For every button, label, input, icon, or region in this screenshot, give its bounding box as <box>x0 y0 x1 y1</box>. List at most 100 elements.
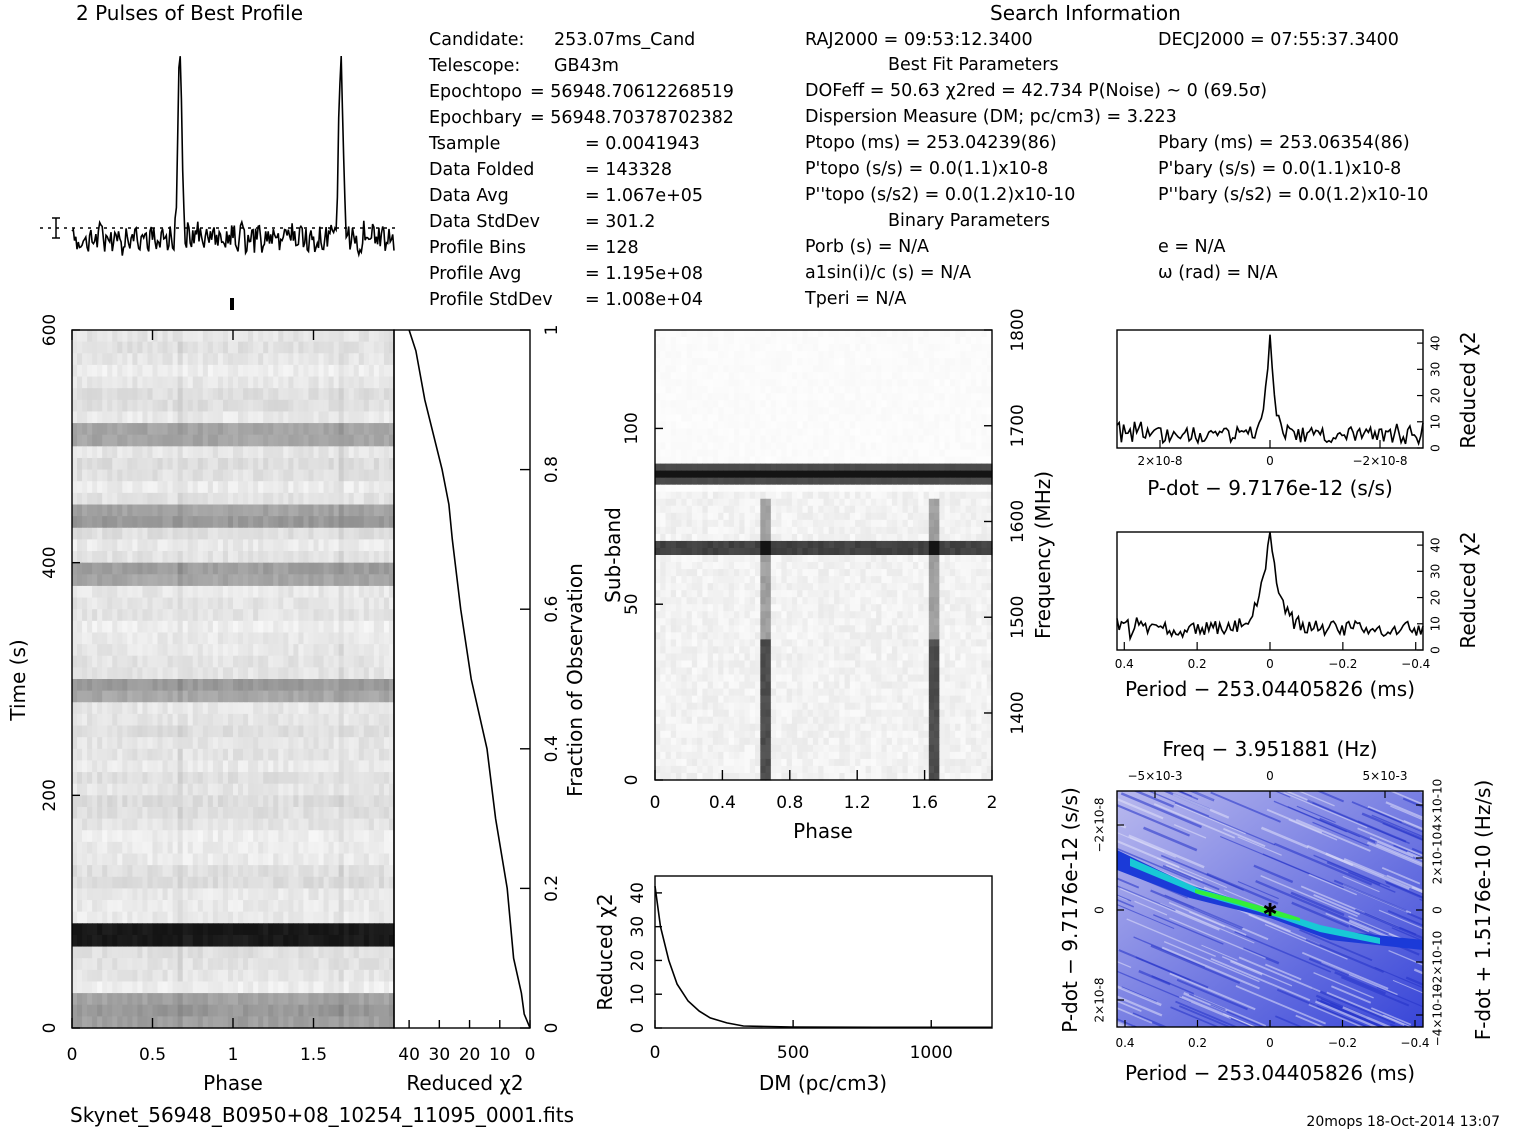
best-point-marker: ✱ <box>1262 900 1277 921</box>
period-axis-label-1: Period − 253.04405826 (ms) <box>1125 677 1415 701</box>
ppdot-top-tick-label: 0 <box>1266 769 1274 783</box>
small-chi2-tick-label: 30 <box>1429 362 1443 377</box>
info-label: Profile Avg <box>429 264 521 284</box>
profile-plot <box>40 55 395 310</box>
phase-tick-label: 0.5 <box>139 1045 166 1065</box>
phase-tick-label: 0.4 <box>709 793 736 813</box>
pdot-tick-label: 0 <box>1266 454 1274 468</box>
phase-tick-label: 2 <box>987 793 998 813</box>
frequency-tick-label: 1500 <box>1008 596 1028 639</box>
time-axis-label: Time (s) <box>6 639 30 721</box>
eccentricity: e = N/A <box>1158 237 1226 257</box>
ppdot-top-tick-label: −5×10-3 <box>1128 769 1183 783</box>
reduced-chi2-label-4: Reduced χ2 <box>1456 531 1480 648</box>
chi2-tick-label: 20 <box>459 1045 481 1065</box>
ppdot-x-tick-label: −0.4 <box>1400 1036 1429 1050</box>
small-chi2-tick-label: 10 <box>1429 616 1443 631</box>
fraction-tick-label: 1 <box>542 325 562 336</box>
dm-tick-label: 500 <box>777 1043 809 1063</box>
info-value: GB43m <box>554 56 619 76</box>
fraction-tick-label: 0 <box>542 1023 562 1034</box>
dm-line: Dispersion Measure (DM; pc/cm3) = 3.223 <box>805 107 1177 127</box>
fraction-axis-label: Fraction of Observation <box>563 563 587 797</box>
ppdot-heatmap <box>1117 791 1423 1027</box>
time-tick-label: 0 <box>40 1023 60 1034</box>
dm-chi2-tick-label: 30 <box>628 916 648 938</box>
dm-chi2-tick-label: 0 <box>628 1023 648 1034</box>
dm-chi2-tick-label: 10 <box>628 983 648 1005</box>
time-tick-label: 600 <box>40 314 60 346</box>
small-chi2-tick-label: 20 <box>1429 590 1443 605</box>
pdot-axis-label-2: P-dot − 9.7176e-12 (s/s) <box>1058 787 1082 1033</box>
dof-line: DOFeff = 50.63 χ2red = 42.734 P(Noise) ~… <box>805 81 1267 101</box>
p-bary: Pbary (ms) = 253.06354(86) <box>1158 133 1410 153</box>
phase-tick-label: 0 <box>67 1045 78 1065</box>
info-label: Candidate: <box>429 30 524 50</box>
ppdot-right-tick-label: 0 <box>1431 906 1445 914</box>
info-label: Epochtopo <box>429 82 522 102</box>
profile-curve <box>71 55 395 258</box>
phase-tick-label: 1.6 <box>911 793 938 813</box>
subband-axis-label: Sub-band <box>601 507 625 603</box>
ppdot-y-tick-label: −2×10-8 <box>1093 798 1107 853</box>
info-label: Profile Bins <box>429 238 526 258</box>
search-info-title: Search Information <box>990 1 1181 25</box>
ppdot-right-tick-label: 2×10-10 <box>1431 832 1445 885</box>
fraction-tick-label: 0.4 <box>542 735 562 762</box>
profile-title: 2 Pulses of Best Profile <box>76 1 303 25</box>
ppdot-x-tick-label: 0 <box>1266 1036 1274 1050</box>
info-value: = 301.2 <box>585 212 655 232</box>
small-chi2-tick-label: 0 <box>1429 646 1443 654</box>
period-plot: 0 10 20 30 40 0.4 0.2 0 −0.2 −0.4 <box>1115 531 1443 671</box>
period-curve <box>1116 531 1424 642</box>
porb: Porb (s) = N/A <box>805 237 929 257</box>
info-value: = 0.0041943 <box>585 134 700 154</box>
ppdot-right-tick-label: 4×10-10 <box>1431 779 1445 832</box>
info-value: = 56948.70378702382 <box>530 108 734 128</box>
info-label: Data StdDev <box>429 212 540 232</box>
phase-tick-label: 0 <box>650 793 661 813</box>
period-tick-label: 0.2 <box>1188 657 1207 671</box>
tperi: Tperi = N/A <box>804 289 906 309</box>
info-label: Tsample <box>428 134 500 154</box>
profile-errorbar <box>52 217 60 239</box>
info-value: = 1.067e+05 <box>585 186 703 206</box>
period-tick-label: −0.2 <box>1328 657 1357 671</box>
info-left-table: Candidate: 253.07ms_Cand Telescope: GB43m Ep… <box>428 30 734 310</box>
dm-axis-label: DM (pc/cm3) <box>759 1071 887 1095</box>
binary-title: Binary Parameters <box>888 211 1050 231</box>
fdot-axis-label: F-dot + 1.5176e-10 (Hz/s) <box>1471 780 1495 1041</box>
filename: Skynet_56948_B0950+08_10254_11095_0001.f… <box>70 1103 574 1127</box>
small-chi2-tick-label: 10 <box>1429 414 1443 429</box>
ppdot-top-tick-label: 5×10-3 <box>1363 769 1408 783</box>
ra-text: RAJ2000 = 09:53:12.3400 <box>805 30 1033 50</box>
fraction-tick-label: 0.8 <box>542 456 562 483</box>
info-label: Data Avg <box>429 186 509 206</box>
subband-heatmap <box>655 330 993 781</box>
phase-tick-label: 1.2 <box>844 793 871 813</box>
frequency-tick-label: 1700 <box>1008 404 1028 447</box>
ppdot-right-tick-label: −2×10-10 <box>1431 931 1445 994</box>
info-value: 253.07ms_Cand <box>554 30 695 50</box>
a1sini: a1sin(i)/c (s) = N/A <box>805 263 971 283</box>
ppdot-plot: ✱ 0.4 0.2 0 −0.2 −0.4 −5×10-3 0 5×10-3 2×10-8 0 −2… <box>1093 769 1445 1050</box>
dm-plot: 0 500 1000 0 10 20 30 40 <box>628 875 993 1063</box>
time-tick-label: 200 <box>40 779 60 811</box>
best-fit-title: Best Fit Parameters <box>888 55 1059 75</box>
period-axis-label-2: Period − 253.04405826 (ms) <box>1125 1061 1415 1085</box>
ppdot-x-tick-label: 0.4 <box>1115 1036 1134 1050</box>
ppdot-x-tick-label: 0.2 <box>1188 1036 1207 1050</box>
chi2-tick-label: 40 <box>398 1045 420 1065</box>
pdot-axis-label: P-dot − 9.7176e-12 (s/s) <box>1147 476 1393 500</box>
frequency-tick-label: 1400 <box>1008 691 1028 734</box>
phase-axis-label-2: Phase <box>793 819 853 843</box>
reduced-chi2-label-1: Reduced χ2 <box>406 1071 523 1095</box>
subband-tick-label: 0 <box>622 775 642 786</box>
period-tick-label: 0.4 <box>1115 657 1134 671</box>
small-chi2-tick-label: 40 <box>1429 537 1443 552</box>
frequency-tick-label: 1800 <box>1008 308 1028 351</box>
info-value: = 128 <box>585 238 639 258</box>
phase-tick-label: 1 <box>228 1045 239 1065</box>
subband-tick-label: 100 <box>622 412 642 444</box>
